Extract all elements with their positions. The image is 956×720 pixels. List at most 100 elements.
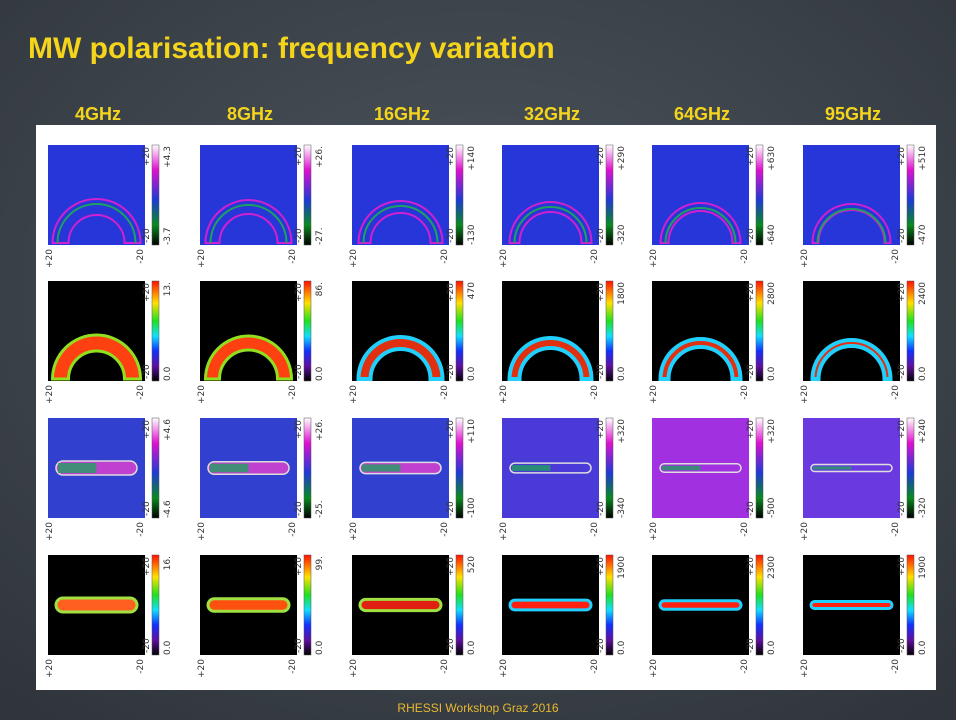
colorbar-min: 0.0 xyxy=(163,366,173,381)
axis-label: +20 xyxy=(142,420,152,439)
rod-half xyxy=(512,465,551,471)
axis-label: +20 xyxy=(349,522,359,541)
colorbar-max: +4.3 xyxy=(163,146,173,168)
axis-label: -20 xyxy=(891,522,901,537)
axis-label: -20 xyxy=(142,364,152,379)
axis-label: -20 xyxy=(288,249,298,264)
axis-label: +20 xyxy=(596,420,606,439)
colorbar-max: 1900 xyxy=(918,556,928,579)
axis-label: +20 xyxy=(800,522,810,541)
colorbar xyxy=(756,418,763,518)
axis-label: -20 xyxy=(596,501,606,516)
colorbar-min: 0.0 xyxy=(767,640,777,655)
colorbar-max: 86. xyxy=(315,282,325,296)
rod xyxy=(811,602,892,609)
colorbar xyxy=(756,145,763,245)
colorbar-min: -320 xyxy=(918,497,928,518)
axis-label: -20 xyxy=(590,522,600,537)
axis-label: +20 xyxy=(197,385,207,404)
colorbar xyxy=(756,281,763,381)
colorbar-max: 2800 xyxy=(767,282,777,305)
column-label: 64GHz xyxy=(674,104,730,124)
axis-label: +20 xyxy=(649,522,659,541)
axis-label: +20 xyxy=(294,420,304,439)
colorbar-max: 470 xyxy=(467,282,477,299)
axis-label: +20 xyxy=(746,557,756,576)
axis-label: -20 xyxy=(891,659,901,674)
axis-label: -20 xyxy=(446,501,456,516)
axis-label: +20 xyxy=(499,522,509,541)
axis-label: +20 xyxy=(746,283,756,302)
colorbar xyxy=(456,555,463,655)
panel-image xyxy=(652,145,749,245)
colorbar-max: +630 xyxy=(767,146,777,171)
axis-label: +20 xyxy=(45,522,55,541)
rod-half xyxy=(58,463,97,473)
axis-label: -20 xyxy=(740,385,750,400)
axis-label: -20 xyxy=(897,364,907,379)
panel-image xyxy=(200,145,297,245)
rod xyxy=(660,601,741,609)
axis-label: -20 xyxy=(897,501,907,516)
axis-label: +20 xyxy=(446,557,456,576)
colorbar-min: 0.0 xyxy=(315,366,325,381)
colorbar-min: -3.7 xyxy=(163,227,173,245)
colorbar-max: +140 xyxy=(467,146,477,171)
colorbar-max: +26. xyxy=(315,419,325,441)
axis-label: -20 xyxy=(596,364,606,379)
axis-label: +20 xyxy=(446,283,456,302)
colorbar xyxy=(907,555,914,655)
axis-label: +20 xyxy=(746,147,756,166)
colorbar-max: +240 xyxy=(918,419,928,444)
axis-label: -20 xyxy=(440,522,450,537)
axis-label: -20 xyxy=(596,638,606,653)
axis-label: +20 xyxy=(45,659,55,678)
panel-image xyxy=(803,145,900,245)
slide: MW polarisation: frequency variation RHE… xyxy=(0,0,956,720)
colorbar-min: -4.6 xyxy=(163,500,173,518)
colorbar-min: 0.0 xyxy=(617,640,627,655)
column-label: 95GHz xyxy=(825,104,881,124)
axis-label: +20 xyxy=(294,283,304,302)
colorbar-max: 2400 xyxy=(918,282,928,305)
axis-label: -20 xyxy=(440,659,450,674)
slide-title: MW polarisation: frequency variation xyxy=(28,32,555,65)
colorbar-min: 0.0 xyxy=(767,366,777,381)
axis-label: -20 xyxy=(446,638,456,653)
colorbar xyxy=(152,145,159,245)
axis-label: +20 xyxy=(897,283,907,302)
axis-label: +20 xyxy=(142,283,152,302)
colorbar-max: +510 xyxy=(918,146,928,171)
axis-label: -20 xyxy=(136,659,146,674)
axis-label: -20 xyxy=(294,364,304,379)
axis-label: -20 xyxy=(891,249,901,264)
axis-label: -20 xyxy=(897,228,907,243)
axis-label: -20 xyxy=(294,501,304,516)
colorbar-min: -25. xyxy=(315,500,325,518)
panel-image xyxy=(48,145,145,245)
axis-label: -20 xyxy=(136,385,146,400)
axis-label: +20 xyxy=(446,147,456,166)
axis-label: +20 xyxy=(349,659,359,678)
colorbar xyxy=(606,418,613,518)
colorbar-max: 99. xyxy=(315,556,325,570)
axis-label: -20 xyxy=(740,522,750,537)
rod-half xyxy=(813,467,852,470)
axis-label: +20 xyxy=(45,249,55,268)
axis-label: +20 xyxy=(294,557,304,576)
axis-label: +20 xyxy=(499,659,509,678)
colorbar xyxy=(304,281,311,381)
colorbar-min: 0.0 xyxy=(467,366,477,381)
axis-label: -20 xyxy=(746,638,756,653)
colorbar-max: +110 xyxy=(467,419,477,444)
colorbar-max: 1800 xyxy=(617,282,627,305)
axis-label: -20 xyxy=(136,249,146,264)
column-label: 16GHz xyxy=(374,104,430,124)
axis-label: +20 xyxy=(897,557,907,576)
colorbar-max: +4.6 xyxy=(163,419,173,441)
colorbar-min: 0.0 xyxy=(467,640,477,655)
axis-label: -20 xyxy=(294,228,304,243)
axis-label: -20 xyxy=(136,522,146,537)
axis-label: -20 xyxy=(440,385,450,400)
colorbar-max: 520 xyxy=(467,556,477,573)
